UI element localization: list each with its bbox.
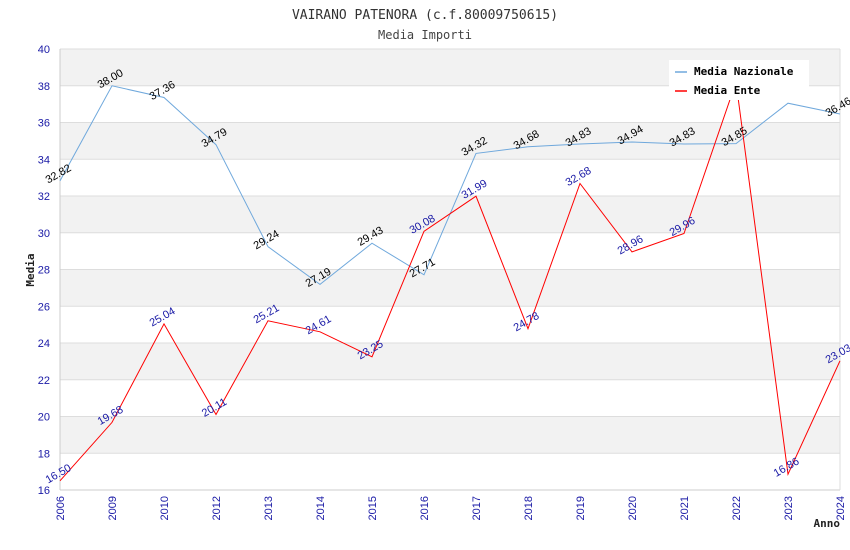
ente-data-label: 24.78	[512, 310, 542, 334]
x-tick-label: 2014	[315, 496, 327, 520]
x-tick-label: 2009	[107, 496, 119, 520]
grid-band	[60, 269, 840, 307]
y-tick-label: 16	[38, 485, 50, 497]
x-tick-label: 2006	[55, 496, 67, 520]
y-axis-ticks: 16 18 20 22 24 26 28 30 32 34 36 38 40	[38, 44, 50, 497]
x-tick-label: 2020	[627, 496, 639, 520]
legend-label-ente: Media Ente	[694, 84, 761, 97]
legend-box	[669, 60, 809, 100]
ente-data-label: 16.50	[44, 462, 74, 486]
series-layer	[59, 81, 841, 482]
y-tick-label: 18	[38, 448, 50, 460]
grid-band	[60, 122, 840, 160]
x-tick-label: 2013	[263, 496, 275, 520]
x-tick-label: 2015	[367, 496, 379, 520]
y-tick-label: 30	[38, 228, 50, 240]
x-axis-label: Anno	[814, 517, 841, 530]
grid-band	[60, 416, 840, 454]
y-axis-label: Media	[24, 253, 37, 286]
legend-label-nazionale: Media Nazionale	[694, 65, 794, 78]
y-tick-label: 36	[38, 118, 50, 130]
ente-data-label: 24.61	[304, 313, 334, 337]
legend: Media Nazionale Media Ente	[669, 60, 809, 100]
series-line-media-nazionale	[59, 85, 841, 286]
y-tick-label: 22	[38, 375, 50, 387]
x-tick-label: 2012	[211, 496, 223, 520]
ente-data-label: 32.68	[564, 165, 594, 189]
grid-band	[60, 343, 840, 380]
x-tick-label: 2016	[419, 496, 431, 520]
chart-title: VAIRANO PATENORA (c.f.80009750615)	[292, 8, 558, 23]
y-tick-label: 34	[38, 154, 50, 166]
y-tick-label: 40	[38, 44, 50, 56]
series-line-media-ente	[59, 81, 841, 482]
x-tick-label: 2010	[159, 496, 171, 520]
x-tick-label: 2024	[835, 496, 847, 520]
y-tick-label: 28	[38, 265, 50, 277]
x-tick-label: 2022	[731, 496, 743, 520]
nazionale-data-label: 36.46	[824, 95, 850, 119]
y-tick-label: 32	[38, 191, 50, 203]
x-tick-label: 2017	[471, 496, 483, 520]
y-tick-label: 20	[38, 412, 50, 424]
x-tick-label: 2021	[679, 496, 691, 520]
y-tick-label: 26	[38, 301, 50, 313]
x-axis-ticks: 2006 2009 2010 2012 2013 2014 2015 2016 2017 2018…	[55, 496, 847, 520]
y-tick-label: 38	[38, 81, 50, 93]
x-tick-label: 2019	[575, 496, 587, 520]
chart-subtitle: Media Importi	[378, 28, 472, 42]
y-tick-label: 24	[38, 338, 50, 350]
x-tick-label: 2023	[783, 496, 795, 520]
x-tick-label: 2018	[523, 496, 535, 520]
grid-lines	[59, 48, 841, 491]
